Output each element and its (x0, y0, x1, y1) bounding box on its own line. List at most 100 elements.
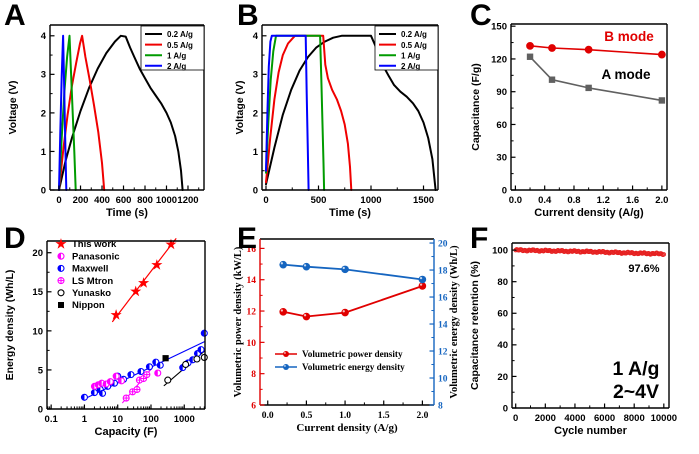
series-this-work-fit (111, 238, 177, 323)
series-ls-mtron (122, 371, 151, 402)
panel-c-chart: 0.0 0.4 0.8 1.2 1.6 2.0 0 30 60 90 120 150 Current d… (466, 0, 699, 227)
svg-text:0.4: 0.4 (538, 195, 552, 206)
series-0-5-a-g (58, 34, 106, 191)
panel-f: 0 2000 4000 6000 8000 10000 0 20 40 60 80 100 Cycle … (466, 224, 699, 454)
svg-text:1: 1 (82, 414, 88, 425)
svg-text:8: 8 (438, 401, 443, 411)
svg-text:3: 3 (253, 70, 258, 81)
svg-text:★: ★ (111, 308, 123, 322)
svg-text:15: 15 (32, 287, 43, 298)
axis-labels: Cycle number Capacitance retention (%) (469, 261, 628, 437)
svg-text:150: 150 (491, 22, 507, 33)
svg-text:2~4V: 2~4V (613, 381, 659, 403)
svg-text:0.1: 0.1 (45, 414, 59, 425)
series-1-a-g (58, 34, 77, 191)
panel-c-plot: 0.0 0.4 0.8 1.2 1.6 2.0 0 30 60 90 120 150 Current d… (470, 22, 668, 219)
panel-a: 0 200 400 600 800 1000 1200 0 1 2 3 4 Time (s) Voltag… (0, 0, 233, 227)
svg-text:10: 10 (438, 374, 448, 384)
axes (511, 242, 670, 409)
svg-text:18: 18 (438, 266, 448, 276)
svg-text:8000: 8000 (624, 413, 645, 424)
panel-e: 0.0 0.5 1.0 1.5 2.0 6 8 10 12 14 16 8 10 12 14 16 18 20 Cu… (233, 222, 466, 454)
svg-text:0: 0 (41, 185, 46, 196)
y-axis: 6 8 10 12 14 16 (247, 245, 265, 411)
x-axis: 0.0 0.5 1.0 1.5 2.0 (262, 400, 429, 421)
svg-text:16: 16 (247, 245, 257, 255)
y2-axis: 8 10 12 14 16 18 20 (429, 239, 448, 411)
svg-text:97.6%: 97.6% (628, 263, 659, 275)
svg-text:2: 2 (41, 108, 46, 119)
svg-text:Volumetric power density (kW/L: Volumetric power density (kW/L) (233, 246, 244, 397)
svg-text:20: 20 (32, 248, 43, 259)
axis-labels: Current density (A/g) Capacitance (F/g) (470, 63, 644, 219)
panel-e-plot: 0.0 0.5 1.0 1.5 2.068101214168101214161820Cu… (233, 238, 460, 434)
svg-text:Time (s): Time (s) (106, 207, 148, 219)
series-a-mode (526, 53, 666, 104)
svg-text:2.0: 2.0 (416, 411, 428, 421)
panel-b: 0 500 1000 1500 0 1 2 3 4 Time (s) Voltage (V) 0.2 … (233, 0, 466, 227)
svg-text:Volumetric energy density (Wh/: Volumetric energy density (Wh/L) (449, 245, 460, 399)
svg-text:Panasonic: Panasonic (72, 251, 120, 262)
axis-labels: Capacity (F) Energy density (Wh/L) (4, 270, 158, 438)
panel-c: 0.0 0.4 0.8 1.2 1.6 2.0 0 30 60 90 120 150 Current d… (466, 0, 699, 227)
svg-text:★: ★ (55, 237, 67, 251)
svg-text:100: 100 (143, 414, 159, 425)
series-layer (58, 34, 184, 191)
svg-text:1500: 1500 (413, 195, 434, 206)
svg-text:20: 20 (497, 372, 508, 383)
svg-text:Volumetric power density: Volumetric power density (302, 349, 403, 359)
svg-text:600: 600 (116, 195, 132, 206)
y-axis: 0 5 10 15 20 (32, 248, 52, 415)
svg-text:8: 8 (251, 370, 256, 380)
svg-text:Time (s): Time (s) (329, 207, 371, 219)
axes (261, 24, 439, 191)
svg-text:0.5: 0.5 (300, 411, 312, 421)
series-layer: ★★★★★ (80, 238, 208, 404)
svg-text:10: 10 (247, 339, 257, 349)
svg-text:0: 0 (56, 195, 61, 206)
svg-text:6: 6 (251, 401, 256, 411)
svg-text:120: 120 (491, 54, 507, 65)
series-volumetric-power-density (279, 282, 427, 321)
panel-label-d: D (4, 222, 26, 255)
svg-text:0: 0 (38, 404, 43, 415)
series-nippon (162, 355, 169, 362)
svg-text:2.0: 2.0 (655, 195, 668, 206)
series-yunasko (164, 353, 208, 384)
svg-text:1.6: 1.6 (626, 195, 639, 206)
svg-text:Capacitance retention (%): Capacitance retention (%) (469, 261, 481, 390)
svg-text:0.8: 0.8 (567, 195, 580, 206)
svg-text:400: 400 (94, 195, 110, 206)
series-layer (279, 260, 427, 321)
svg-text:10000: 10000 (651, 413, 677, 424)
svg-text:4: 4 (253, 31, 259, 42)
svg-text:Capacity (F): Capacity (F) (95, 426, 158, 438)
y-axis: 0 20 40 60 80 100 (492, 246, 517, 414)
panel-a-plot: 0 200 400 600 800 1000 1200 0 1 2 3 4 Time (s) Voltag… (7, 24, 205, 219)
svg-text:1.2: 1.2 (597, 195, 610, 206)
series-layer (526, 41, 666, 104)
series-1-a-g (265, 34, 326, 191)
axes (49, 24, 205, 191)
svg-text:0.2 A/g: 0.2 A/g (167, 30, 193, 39)
panel-f-chart: 0 2000 4000 6000 8000 10000 0 20 40 60 80 100 Cycle … (466, 227, 699, 454)
svg-text:16: 16 (438, 293, 448, 303)
svg-text:1.5: 1.5 (378, 411, 390, 421)
series-2-a-g (265, 34, 310, 191)
panel-b-plot: 0 500 1000 1500 0 1 2 3 4 Time (s) Voltage (V) 0.2 … (234, 24, 439, 219)
svg-text:30: 30 (496, 153, 507, 164)
svg-text:2: 2 (253, 108, 258, 119)
svg-text:200: 200 (73, 195, 89, 206)
series-volumetric-energy-density (279, 260, 427, 284)
svg-text:Cycle number: Cycle number (554, 425, 627, 437)
svg-text:0.5 A/g: 0.5 A/g (167, 41, 193, 50)
series-this-work: ★★★★★ (111, 238, 178, 322)
svg-text:B mode: B mode (604, 29, 654, 44)
x-axis: 0.0 0.4 0.8 1.2 1.6 2.0 (509, 185, 668, 206)
legend: Volumetric power density Volumetric energ… (275, 349, 405, 372)
panel-label-e: E (237, 222, 258, 255)
panel-e-chart: 0.0 0.5 1.0 1.5 2.0 6 8 10 12 14 16 8 10 12 14 16 18 20 Cu… (233, 227, 466, 454)
svg-text:1.0: 1.0 (339, 411, 351, 421)
